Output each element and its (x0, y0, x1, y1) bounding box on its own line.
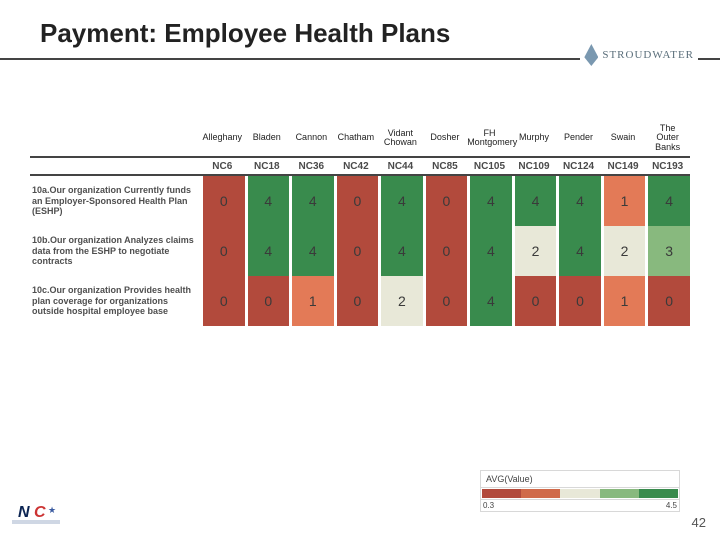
heatmap-cell: 4 (556, 176, 601, 226)
heatmap-cell: 4 (245, 176, 290, 226)
county-header: Swain (601, 120, 646, 156)
heatmap-cell: 4 (512, 176, 557, 226)
footer-logo: NC★ (12, 502, 60, 530)
heatmap-cell: 4 (245, 226, 290, 276)
code-header: NC42 (334, 156, 379, 176)
county-header: Dosher (423, 120, 468, 156)
code-header: NC193 (645, 156, 690, 176)
legend-min: 0.3 (483, 501, 494, 510)
heatmap-cell: 4 (645, 176, 690, 226)
color-legend: AVG(Value) 0.3 4.5 (480, 470, 680, 512)
heatmap-cell: 0 (200, 276, 245, 326)
slide: Payment: Employee Health Plans STROUDWAT… (0, 0, 720, 540)
code-header-row: NC6NC18NC36NC42NC44NC85NC105NC109NC124NC… (30, 156, 690, 176)
page-title: Payment: Employee Health Plans (40, 18, 450, 49)
code-header: NC6 (200, 156, 245, 176)
county-header-row: AlleghanyBladenCannonChathamVidantChowan… (30, 120, 690, 156)
brand-logo: STROUDWATER (580, 44, 698, 66)
code-header: NC18 (245, 156, 290, 176)
county-header: FHMontgomery (467, 120, 512, 156)
county-header: Bladen (245, 120, 290, 156)
county-header: Alleghany (200, 120, 245, 156)
row-label: 10c.Our organization Provides health pla… (30, 276, 200, 326)
code-header: NC105 (467, 156, 512, 176)
heatmap-cell: 1 (601, 276, 646, 326)
legend-bar (480, 488, 680, 500)
heatmap-cell: 0 (200, 176, 245, 226)
code-header: NC44 (378, 156, 423, 176)
legend-max: 4.5 (666, 501, 677, 510)
brand-text: STROUDWATER (602, 49, 694, 61)
code-header: NC85 (423, 156, 468, 176)
heatmap-cell: 4 (378, 226, 423, 276)
heatmap-cell: 3 (645, 226, 690, 276)
county-header: VidantChowan (378, 120, 423, 156)
table-row: 10a.Our organization Currently funds an … (30, 176, 690, 226)
heatmap-cell: 0 (423, 276, 468, 326)
county-header: Chatham (334, 120, 379, 156)
code-header: NC149 (601, 156, 646, 176)
heatmap-cell: 0 (423, 176, 468, 226)
heatmap-cell: 4 (467, 226, 512, 276)
heatmap-cell: 0 (556, 276, 601, 326)
legend-title: AVG(Value) (480, 470, 680, 488)
county-header: Murphy (512, 120, 557, 156)
heatmap-cell: 4 (467, 276, 512, 326)
heatmap-cell: 0 (334, 226, 379, 276)
heatmap-cell: 0 (334, 176, 379, 226)
heatmap-table: AlleghanyBladenCannonChathamVidantChowan… (30, 120, 690, 326)
heatmap-cell: 1 (289, 276, 334, 326)
legend-labels: 0.3 4.5 (480, 500, 680, 512)
heatmap-cell: 4 (289, 176, 334, 226)
heatmap-cell: 0 (423, 226, 468, 276)
county-header: Pender (556, 120, 601, 156)
code-header: NC124 (556, 156, 601, 176)
heatmap-cell: 2 (378, 276, 423, 326)
heatmap-cell: 2 (512, 226, 557, 276)
heatmap-cell: 4 (467, 176, 512, 226)
heatmap-cell: 0 (200, 226, 245, 276)
heatmap-cell: 2 (601, 226, 646, 276)
heatmap-cell: 0 (512, 276, 557, 326)
heatmap-cell: 0 (334, 276, 379, 326)
lighthouse-icon (584, 44, 598, 66)
slide-number: 42 (692, 515, 706, 530)
heatmap: AlleghanyBladenCannonChathamVidantChowan… (30, 120, 690, 326)
heatmap-cell: 0 (245, 276, 290, 326)
table-row: 10b.Our organization Analyzes claims dat… (30, 226, 690, 276)
code-header: NC36 (289, 156, 334, 176)
county-header: Cannon (289, 120, 334, 156)
heatmap-body: 10a.Our organization Currently funds an … (30, 176, 690, 326)
heatmap-cell: 1 (601, 176, 646, 226)
county-header: TheOuterBanks (645, 120, 690, 156)
row-label: 10a.Our organization Currently funds an … (30, 176, 200, 226)
heatmap-cell: 4 (378, 176, 423, 226)
heatmap-cell: 0 (645, 276, 690, 326)
table-row: 10c.Our organization Provides health pla… (30, 276, 690, 326)
code-header: NC109 (512, 156, 557, 176)
heatmap-cell: 4 (289, 226, 334, 276)
heatmap-cell: 4 (556, 226, 601, 276)
row-label: 10b.Our organization Analyzes claims dat… (30, 226, 200, 276)
